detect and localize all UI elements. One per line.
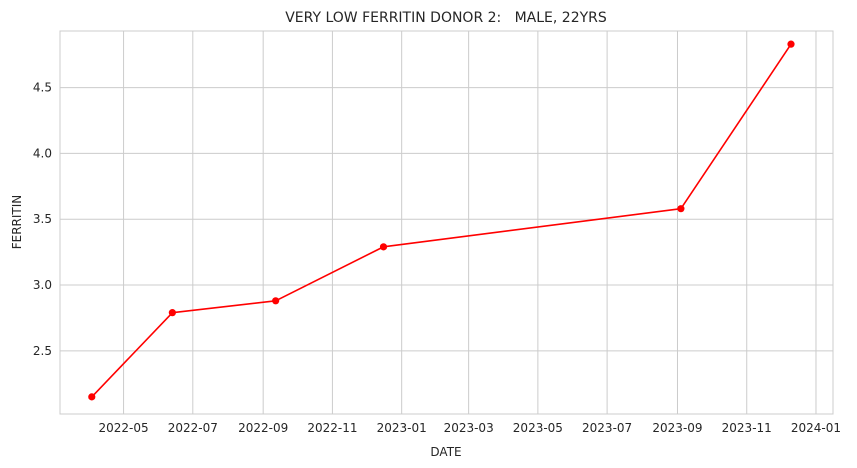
data-point [88, 393, 96, 401]
x-axis-label: DATE [430, 445, 461, 459]
y-tick-label: 2.5 [33, 344, 52, 358]
y-gridlines [60, 87, 833, 352]
y-tick-label: 4.0 [33, 146, 52, 160]
x-tick-label: 2023-05 [513, 421, 563, 435]
y-tick-label: 3.0 [33, 278, 52, 292]
x-tick-label: 2023-03 [444, 421, 494, 435]
x-tick-label: 2022-05 [98, 421, 148, 435]
y-tick-label: 4.5 [33, 81, 52, 95]
x-tick-label: 2022-09 [238, 421, 288, 435]
chart-title: VERY LOW FERRITIN DONOR 2: MALE, 22YRS [285, 10, 607, 26]
plot-area-background [60, 31, 833, 414]
series-layer [88, 40, 795, 401]
series-line [91, 43, 792, 398]
x-tick-label: 2023-01 [377, 421, 427, 435]
x-tick-label: 2024-01 [791, 421, 841, 435]
x-tick-label: 2023-07 [582, 421, 632, 435]
data-point [272, 297, 280, 305]
data-point [677, 205, 685, 213]
data-point [379, 243, 388, 251]
plot-area-frame [59, 30, 834, 415]
data-point [168, 309, 176, 317]
y-axis-label: FERRITIN [10, 195, 24, 250]
data-point [787, 40, 795, 48]
x-gridlines [123, 31, 817, 414]
x-tick-label: 2023-11 [722, 421, 772, 435]
y-tick-label: 3.5 [33, 212, 52, 226]
x-tick-label: 2022-07 [168, 421, 218, 435]
x-tick-label: 2022-11 [307, 421, 357, 435]
x-tick-labels: 2022-05 2022-07 2022-09 2022-11 2023-01 2023-… [98, 421, 841, 435]
y-tick-labels: 2.5 3.0 3.5 4.0 4.5 [33, 81, 52, 358]
x-tick-label: 2023-09 [652, 421, 702, 435]
